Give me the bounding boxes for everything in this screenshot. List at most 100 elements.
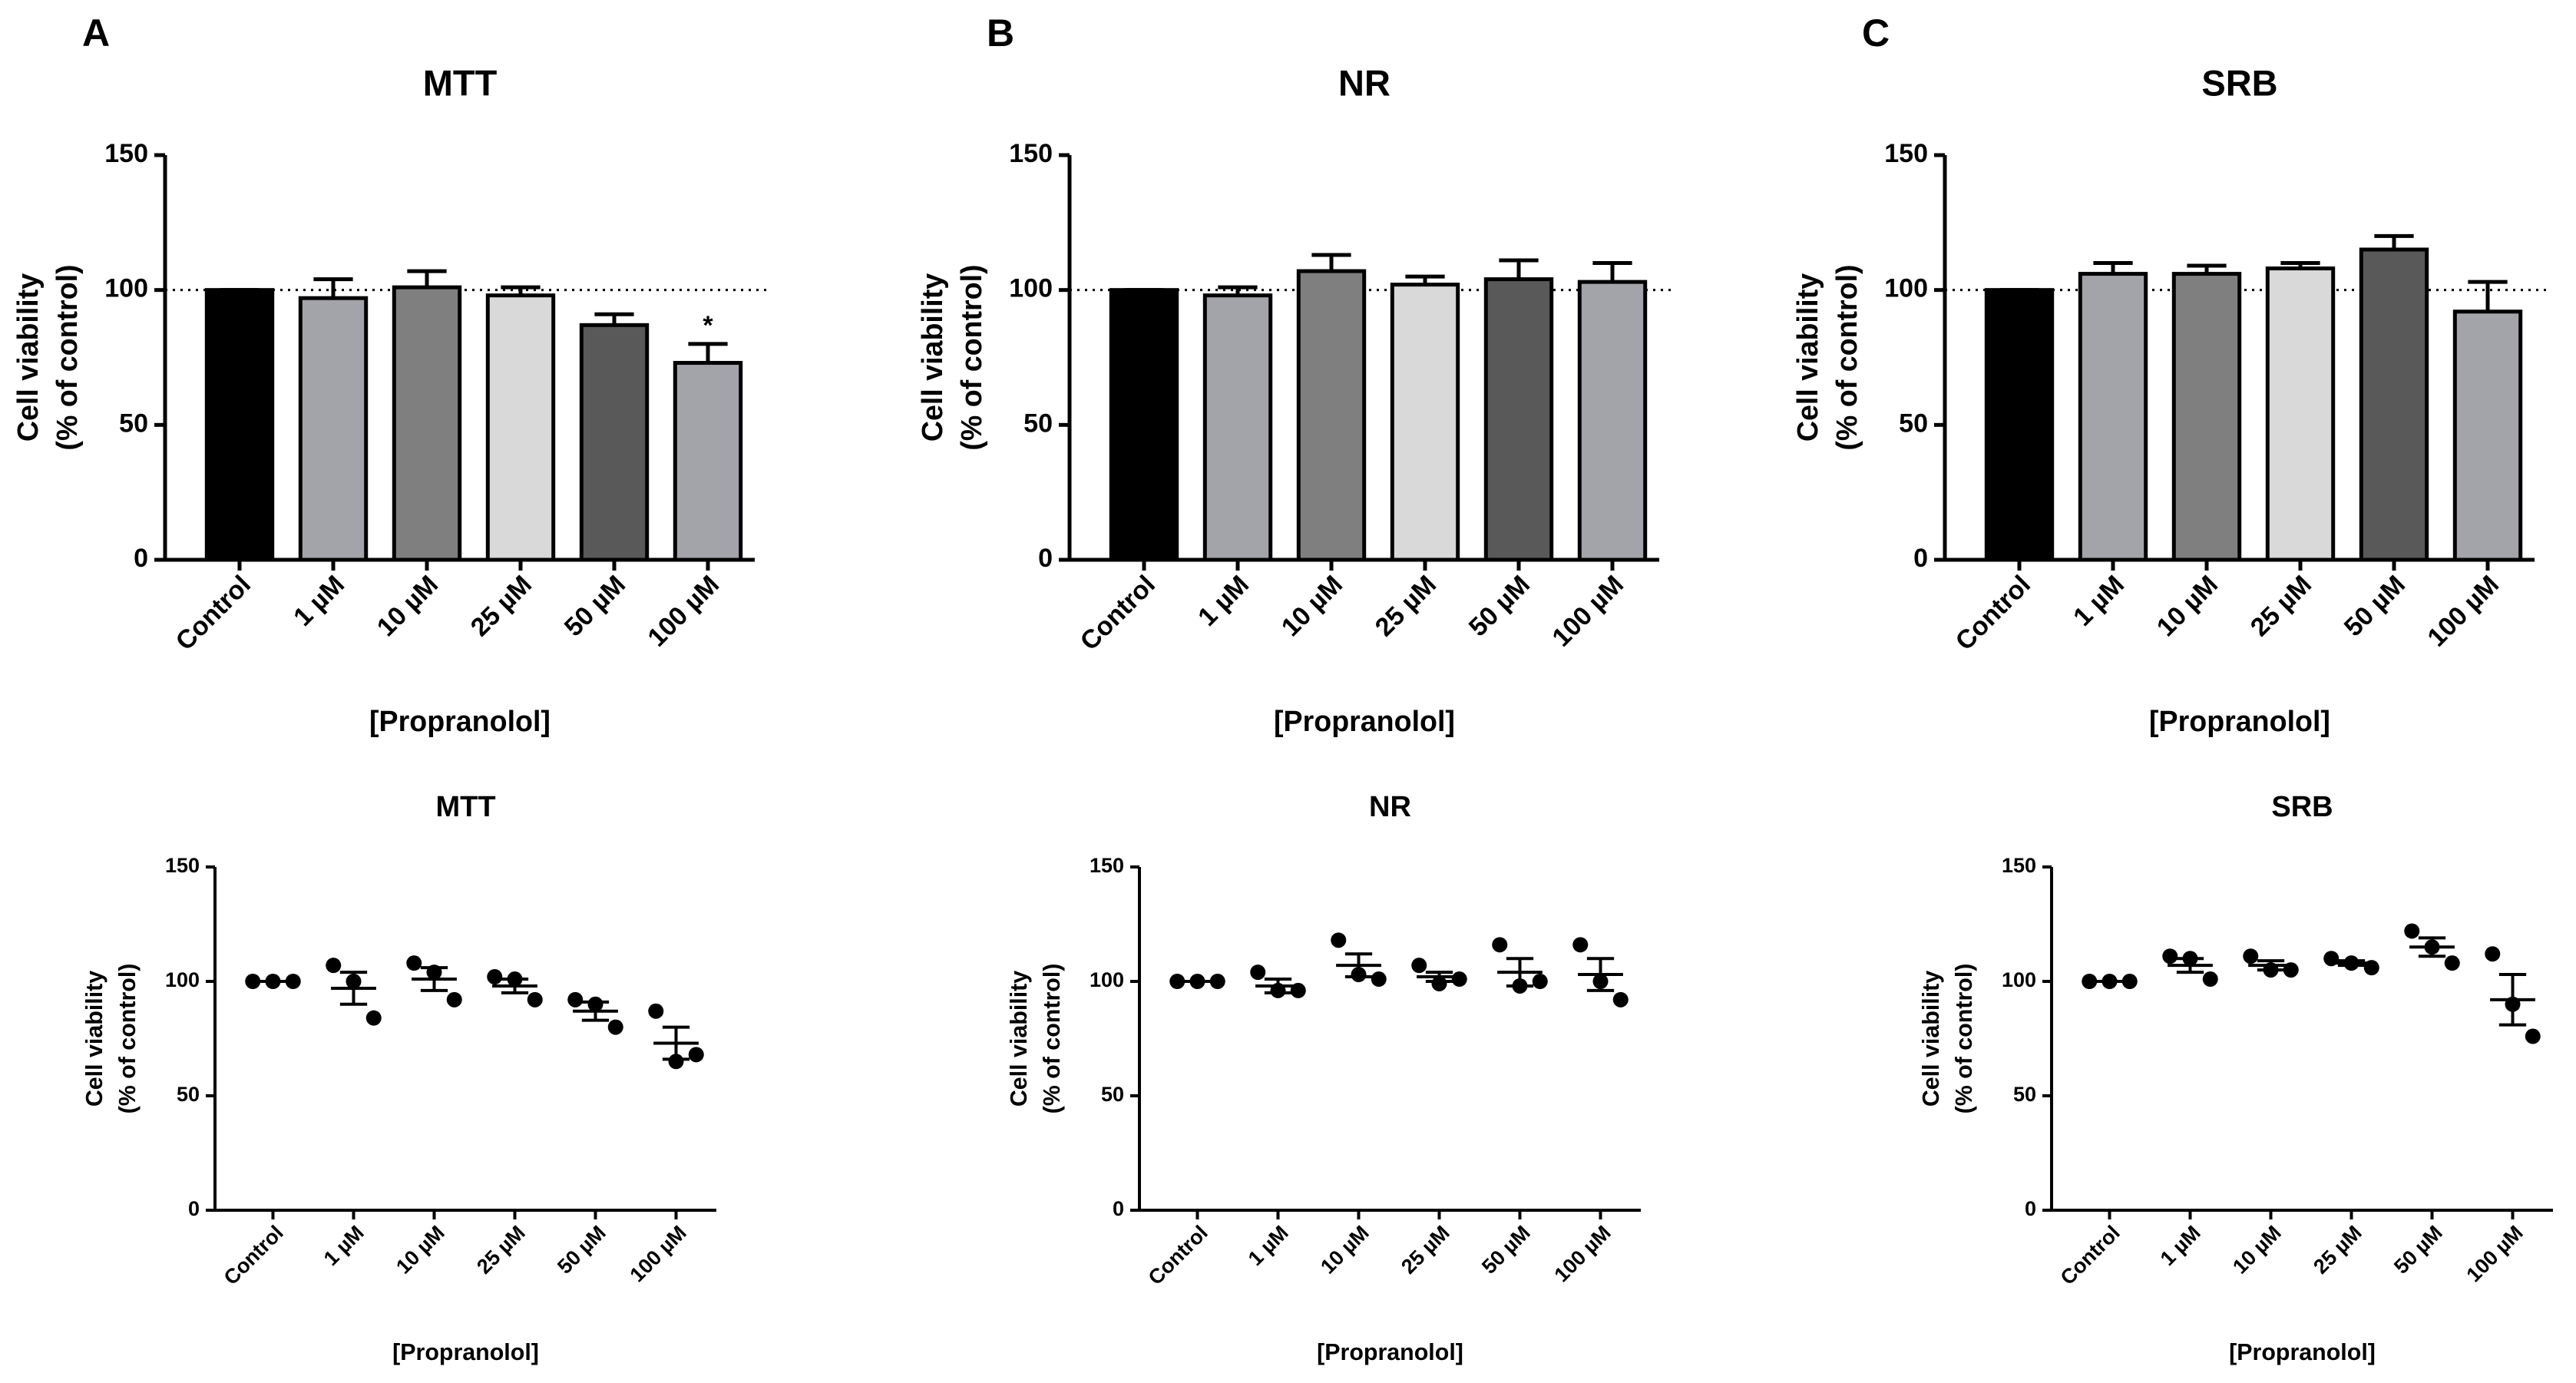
x-tick-label: 100 µM — [2422, 570, 2505, 653]
y-tick-label: 100 — [165, 968, 200, 991]
data-point — [1451, 971, 1467, 988]
x-axis-label: [Propranolol] — [2229, 1339, 2376, 1365]
x-tick-label: 10 µM — [392, 1221, 449, 1279]
x-tick-label: 1 µM — [2156, 1221, 2205, 1270]
x-tick-label: 25 µM — [472, 1221, 530, 1279]
bar — [392, 285, 462, 562]
x-tick-label: 100 µM — [1546, 570, 1629, 653]
data-point — [346, 974, 362, 989]
x-axis-label: [Propranolol] — [369, 705, 551, 737]
x-tick-label: Control — [1144, 1221, 1212, 1289]
x-tick-label: 10 µM — [1276, 570, 1348, 642]
y-tick-label: 50 — [1899, 409, 1928, 438]
bar — [298, 296, 369, 562]
data-point — [1209, 974, 1225, 989]
panel-label: A — [82, 12, 110, 55]
data-point — [2121, 974, 2138, 989]
data-point — [1512, 978, 1528, 994]
bar — [204, 288, 275, 562]
y-axis-label: (% of control) — [114, 964, 141, 1114]
y-tick-label: 0 — [188, 1197, 200, 1220]
data-point — [2485, 946, 2501, 962]
x-tick-label: 50 µM — [553, 1221, 610, 1279]
data-point — [527, 991, 543, 1007]
y-tick-label: 100 — [2002, 968, 2036, 991]
data-point — [426, 964, 442, 981]
data-point — [2243, 948, 2259, 964]
x-tick-label: 10 µM — [372, 570, 444, 642]
x-tick-label: 50 µM — [1463, 570, 1536, 642]
x-axis-label: [Propranolol] — [1274, 705, 1455, 737]
data-point — [1572, 937, 1589, 953]
x-axis-label: [Propranolol] — [392, 1339, 539, 1365]
data-point — [1492, 937, 1508, 953]
y-axis-label: (% of control) — [51, 264, 83, 450]
chart-title: SRB — [2201, 62, 2277, 103]
data-point — [2202, 971, 2218, 988]
x-tick-label: 10 µM — [2228, 1221, 2286, 1279]
data-point — [326, 958, 342, 974]
data-point — [2283, 962, 2299, 978]
y-tick-label: 100 — [1884, 274, 1928, 303]
y-tick-label: 150 — [1884, 139, 1928, 168]
chart-title: MTT — [423, 62, 498, 103]
x-tick-label: Control — [1075, 570, 1161, 656]
y-tick-label: 50 — [119, 409, 148, 438]
y-axis-label: Cell viability — [1918, 971, 1944, 1107]
data-point — [1431, 975, 1447, 991]
data-point — [668, 1054, 684, 1070]
bar — [1109, 288, 1179, 562]
data-point — [2182, 951, 2198, 967]
chart-title: NR — [1338, 62, 1391, 103]
data-point — [1532, 974, 1548, 989]
x-tick-label: 25 µM — [465, 570, 537, 642]
y-tick-label: 50 — [2013, 1083, 2036, 1106]
x-tick-label: Control — [220, 1221, 288, 1289]
y-axis-label: (% of control) — [1039, 964, 1065, 1114]
x-tick-label: 1 µM — [288, 570, 350, 632]
y-tick-label: 100 — [1009, 274, 1053, 303]
y-tick-label: 50 — [177, 1083, 200, 1106]
y-axis-label: (% of control) — [955, 264, 987, 450]
y-tick-label: 150 — [1009, 139, 1053, 168]
data-point — [2505, 996, 2521, 1012]
y-tick-label: 150 — [165, 854, 200, 877]
y-axis-label: Cell viability — [916, 273, 948, 442]
x-tick-label: Control — [1950, 570, 2036, 656]
data-point — [2424, 939, 2440, 955]
data-point — [2323, 951, 2340, 967]
panel-label: B — [987, 12, 1014, 55]
data-point — [567, 991, 584, 1007]
y-tick-label: 0 — [1913, 544, 1928, 573]
bar — [1202, 293, 1273, 562]
data-point — [688, 1047, 704, 1063]
x-tick-label: 100 µM — [2462, 1221, 2527, 1286]
data-point — [265, 974, 281, 989]
x-tick-label: 10 µM — [1316, 1221, 1374, 1279]
x-tick-label: 25 µM — [2245, 570, 2317, 642]
x-tick-label: 25 µM — [1397, 1221, 1454, 1279]
bar — [485, 293, 556, 562]
data-point — [1331, 932, 1347, 948]
data-point — [507, 971, 523, 988]
data-point — [2444, 955, 2460, 971]
bar — [2078, 272, 2148, 562]
bar — [1483, 277, 1554, 562]
y-tick-label: 100 — [104, 274, 148, 303]
x-tick-label: 50 µM — [1477, 1221, 1535, 1279]
data-point — [2082, 974, 2098, 989]
x-tick-label: 50 µM — [2389, 1221, 2447, 1279]
data-point — [587, 996, 603, 1012]
data-point — [1371, 971, 1387, 988]
data-point — [648, 1003, 664, 1019]
data-point — [2263, 962, 2279, 978]
bar — [579, 323, 650, 562]
data-point — [1270, 982, 1286, 998]
data-point — [446, 991, 462, 1007]
x-tick-label: 100 µM — [1549, 1221, 1615, 1286]
chart-title: MTT — [435, 791, 495, 823]
y-tick-label: 150 — [2002, 854, 2036, 877]
annotation: * — [703, 311, 713, 340]
x-tick-label: 1 µM — [2068, 570, 2130, 632]
x-tick-label: 10 µM — [2151, 570, 2224, 642]
